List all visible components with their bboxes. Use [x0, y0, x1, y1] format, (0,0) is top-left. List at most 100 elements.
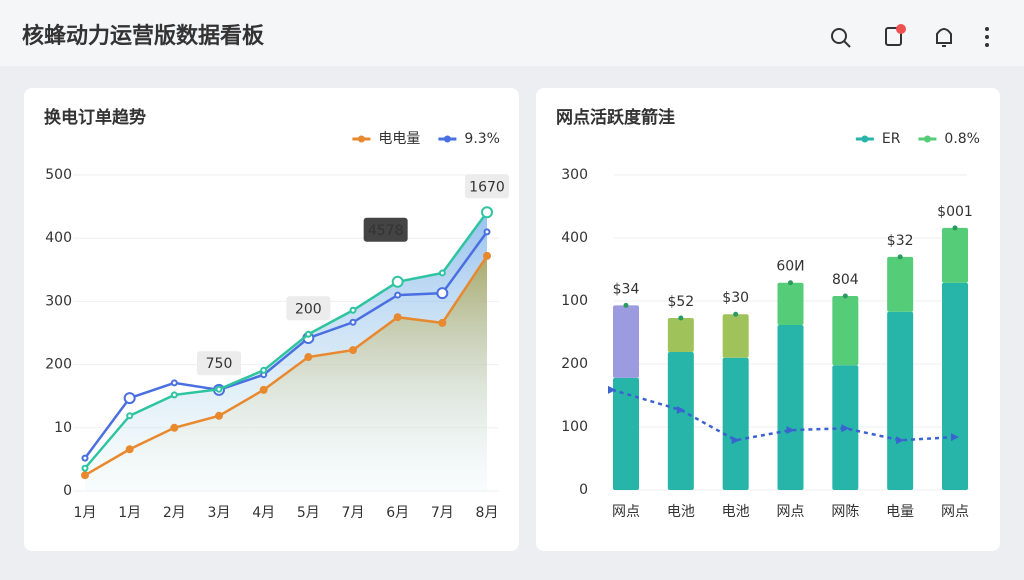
x-tick-label: 电量 — [886, 504, 914, 520]
y-tick-label: 0 — [63, 483, 72, 499]
bar-segment — [777, 324, 804, 490]
x-tick-label: 网点 — [612, 504, 640, 520]
annotation-box — [465, 174, 509, 199]
point — [391, 275, 404, 288]
point — [125, 445, 134, 454]
x-tick-label: 2月 — [163, 505, 186, 521]
more-icon[interactable] — [985, 27, 989, 47]
point — [731, 436, 740, 445]
bar-cap — [678, 315, 684, 321]
header-bar — [0, 0, 1024, 66]
point — [841, 424, 850, 433]
bar-cap — [842, 293, 848, 299]
x-tick-label: 网点 — [777, 504, 805, 520]
annotation: 200 — [295, 301, 322, 317]
annotation: $001 — [937, 204, 973, 220]
point — [483, 228, 491, 236]
bar-segment — [667, 352, 694, 490]
bar-cap — [788, 280, 793, 286]
card — [536, 88, 1000, 551]
point — [951, 433, 959, 442]
point — [438, 318, 447, 327]
annotation-box — [286, 296, 331, 321]
point — [438, 269, 446, 277]
point — [786, 426, 795, 435]
bar-segment — [942, 282, 968, 490]
y-tick-label: 10 — [54, 420, 72, 436]
y-tick-label: 200 — [561, 356, 588, 372]
bar-segment — [613, 305, 639, 378]
bar-segment — [613, 377, 639, 490]
annotation: 4578 — [368, 223, 404, 239]
y-tick-label: 100 — [561, 293, 588, 309]
point — [259, 385, 268, 394]
bar-segment — [887, 311, 914, 490]
legend-swatch — [357, 135, 365, 143]
page-title: 核蜂动力运营版数据看板 — [22, 23, 265, 49]
legend-label: 9.3% — [464, 131, 500, 147]
point — [260, 366, 268, 374]
bar-segment — [667, 318, 694, 353]
y-tick-label: 200 — [45, 357, 72, 373]
annotation: 804 — [832, 272, 859, 288]
y-tick-label: 300 — [561, 167, 588, 183]
point — [676, 405, 685, 414]
point — [349, 318, 357, 326]
annotation: $30 — [722, 290, 749, 306]
bar-cap — [623, 302, 629, 308]
point — [126, 412, 134, 420]
line — [84, 211, 489, 470]
search-icon[interactable] — [831, 28, 851, 48]
clipboard-icon[interactable] — [885, 24, 906, 46]
point — [81, 471, 89, 480]
bar-cap — [897, 254, 903, 260]
point — [170, 423, 179, 432]
chart-title: 网点活跃度箭洼 — [556, 107, 675, 128]
point — [123, 392, 136, 405]
bell-icon[interactable] — [936, 28, 952, 47]
y-tick-label: 500 — [45, 167, 72, 183]
y-tick-label: 300 — [45, 293, 72, 309]
bar-cap — [733, 311, 739, 317]
chart-title: 换电订单趋势 — [44, 107, 146, 128]
y-tick-label: 100 — [561, 419, 588, 435]
bar-segment — [722, 357, 749, 490]
y-tick-label: 0 — [579, 482, 588, 498]
point — [304, 330, 312, 338]
point — [481, 206, 493, 219]
point — [215, 385, 223, 393]
x-tick-label: 7月 — [431, 505, 454, 521]
x-tick-label: 4月 — [252, 505, 275, 521]
x-tick-label: 1月 — [118, 505, 141, 521]
legend-label: 电电量 — [378, 131, 420, 147]
y-tick-label: 400 — [45, 230, 72, 246]
annotation-box — [363, 217, 408, 242]
bar-cap — [952, 225, 958, 231]
bar-segment — [887, 256, 914, 312]
x-tick-label: 8月 — [476, 505, 499, 521]
x-tick-label: 电池 — [722, 504, 750, 520]
point — [394, 291, 402, 299]
point — [215, 411, 223, 420]
annotation: 1670 — [469, 179, 505, 195]
bar-segment — [777, 282, 804, 325]
point — [81, 454, 89, 462]
x-tick-label: 7月 — [342, 505, 365, 521]
line — [83, 231, 489, 459]
annotation: $32 — [887, 233, 914, 249]
annotation: 60И — [776, 259, 804, 275]
line — [84, 255, 489, 477]
point — [436, 287, 449, 300]
x-tick-label: 网点 — [941, 504, 969, 520]
annotation: 750 — [206, 356, 233, 372]
point — [304, 353, 313, 362]
point — [170, 391, 178, 399]
x-tick-label: 1月 — [74, 505, 97, 521]
bar-segment — [722, 314, 749, 358]
bar-segment — [942, 227, 968, 283]
legend-swatch — [923, 135, 931, 143]
x-tick-label: 3月 — [208, 505, 231, 521]
bar-segment — [832, 295, 859, 366]
y-tick-label: 400 — [561, 230, 588, 246]
